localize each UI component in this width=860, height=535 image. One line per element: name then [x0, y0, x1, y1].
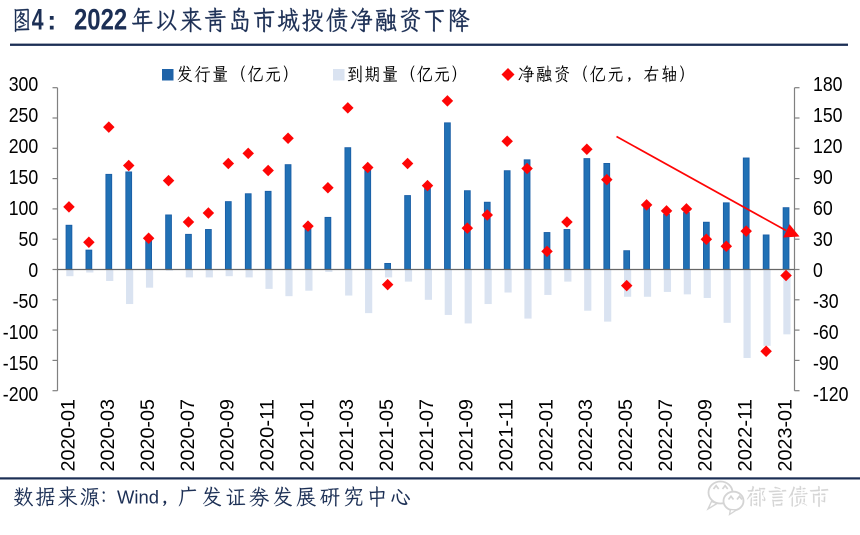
svg-text:Wind: Wind — [117, 487, 159, 508]
svg-text:2021-03: 2021-03 — [337, 399, 358, 472]
svg-text:2021-11: 2021-11 — [497, 399, 518, 472]
svg-text:-100: -100 — [3, 321, 39, 344]
svg-text:2022-01: 2022-01 — [536, 399, 557, 472]
svg-text:2021-09: 2021-09 — [457, 399, 478, 471]
svg-text:2022-03: 2022-03 — [576, 399, 597, 472]
svg-text:180: 180 — [813, 73, 843, 96]
svg-text:-60: -60 — [813, 321, 839, 344]
svg-text:2022-05: 2022-05 — [616, 399, 637, 472]
svg-text:-30: -30 — [813, 290, 839, 313]
svg-text:2022-09: 2022-09 — [696, 399, 717, 472]
svg-text:150: 150 — [813, 104, 843, 127]
svg-text:200: 200 — [9, 135, 39, 158]
svg-text:2022-11: 2022-11 — [736, 399, 757, 472]
svg-text:2020-11: 2020-11 — [257, 399, 278, 472]
svg-text:0: 0 — [28, 259, 38, 282]
svg-text:2021-07: 2021-07 — [417, 399, 438, 472]
svg-text::: : — [47, 6, 56, 36]
svg-text:2020-01: 2020-01 — [58, 399, 79, 472]
svg-text:2020-05: 2020-05 — [138, 399, 159, 472]
svg-text:30: 30 — [813, 228, 833, 251]
svg-text:120: 120 — [813, 135, 843, 158]
svg-text:2022-07: 2022-07 — [656, 399, 677, 472]
svg-text:-200: -200 — [3, 383, 39, 406]
svg-text:100: 100 — [9, 197, 39, 220]
svg-text:50: 50 — [19, 228, 39, 251]
svg-text:-50: -50 — [13, 290, 39, 313]
svg-text:-90: -90 — [813, 352, 839, 375]
svg-text:2022: 2022 — [74, 4, 127, 37]
svg-text:300: 300 — [9, 73, 39, 96]
svg-text:-150: -150 — [3, 352, 39, 375]
svg-text:2021-01: 2021-01 — [297, 399, 318, 472]
svg-text:2020-07: 2020-07 — [178, 399, 199, 472]
svg-text:-120: -120 — [813, 383, 849, 406]
svg-text:2021-05: 2021-05 — [377, 399, 398, 472]
svg-text:150: 150 — [9, 166, 39, 189]
svg-text:60: 60 — [813, 197, 833, 220]
svg-text:4: 4 — [32, 4, 44, 37]
svg-text:2020-09: 2020-09 — [218, 399, 239, 472]
svg-text:2020-03: 2020-03 — [98, 399, 119, 472]
svg-text:0: 0 — [813, 259, 823, 282]
svg-text:2023-01: 2023-01 — [775, 399, 796, 472]
svg-text:90: 90 — [813, 166, 833, 189]
svg-text:250: 250 — [9, 104, 39, 127]
